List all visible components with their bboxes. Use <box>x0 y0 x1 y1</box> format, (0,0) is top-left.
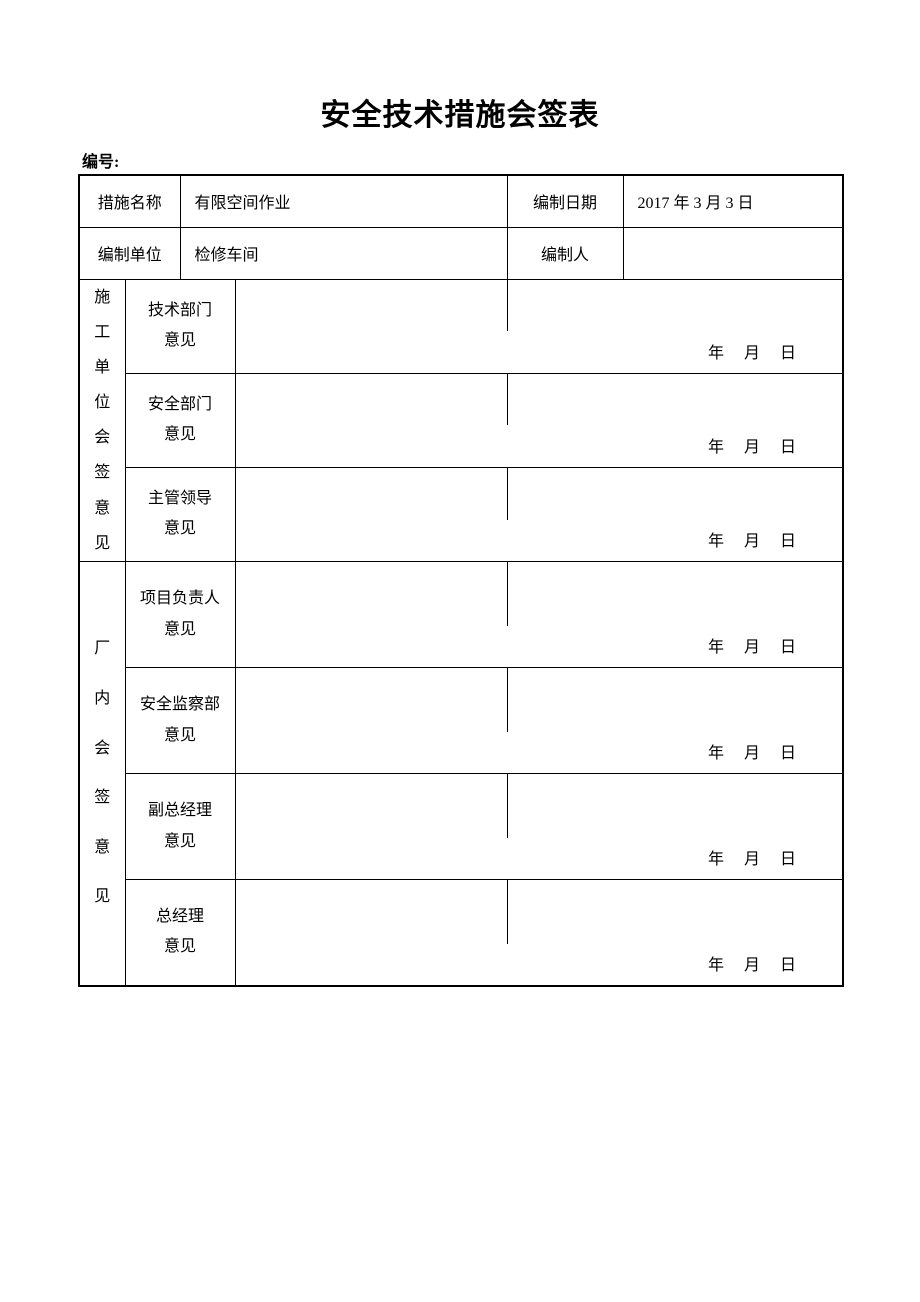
gm-signature-ext[interactable] <box>507 880 843 944</box>
table-row: 主管领导 意见 <box>79 467 843 519</box>
safety-supervision-signature-ext[interactable] <box>507 668 843 732</box>
safety-dept-signature-ext[interactable] <box>507 373 843 425</box>
table-row: 措施名称 有限空间作业 编制日期 2017 年 3 月 3 日 <box>79 175 843 227</box>
compile-date-value: 2017 年 3 月 3 日 <box>623 175 843 227</box>
compile-unit-value: 检修车间 <box>180 227 507 279</box>
supervisor-signature-ext[interactable] <box>507 467 843 519</box>
measure-name-label: 措施名称 <box>79 175 180 227</box>
gm-date[interactable]: 年 月 日 <box>235 944 843 986</box>
vice-gm-signature[interactable] <box>235 774 507 838</box>
table-row: 副总经理 意见 <box>79 774 843 838</box>
safety-dept-date[interactable]: 年 月 日 <box>235 425 843 467</box>
table-row: 安全部门 意见 <box>79 373 843 425</box>
table-row: 施 工 单 位 会 签 意 见 技术部门 意见 <box>79 279 843 331</box>
construction-unit-group-label: 施 工 单 位 会 签 意 见 <box>79 279 125 562</box>
supervisor-date[interactable]: 年 月 日 <box>235 520 843 562</box>
tech-dept-opinion-label: 技术部门 意见 <box>125 279 235 373</box>
author-label: 编制人 <box>507 227 623 279</box>
supervisor-opinion-label: 主管领导 意见 <box>125 467 235 561</box>
project-lead-opinion-label: 项目负责人 意见 <box>125 562 235 668</box>
signoff-table: 措施名称 有限空间作业 编制日期 2017 年 3 月 3 日 编制单位 检修车… <box>78 174 844 987</box>
supervisor-signature[interactable] <box>235 467 507 519</box>
gm-opinion-label: 总经理 意见 <box>125 880 235 986</box>
tech-dept-date[interactable]: 年 月 日 <box>235 331 843 373</box>
table-row: 厂 内 会 签 意 见 项目负责人 意见 <box>79 562 843 626</box>
vice-gm-date[interactable]: 年 月 日 <box>235 838 843 880</box>
measure-name-value: 有限空间作业 <box>180 175 507 227</box>
table-row: 编制单位 检修车间 编制人 <box>79 227 843 279</box>
tech-dept-signature-ext[interactable] <box>507 279 843 331</box>
safety-dept-signature[interactable] <box>235 373 507 425</box>
tech-dept-signature[interactable] <box>235 279 507 331</box>
safety-supervision-date[interactable]: 年 月 日 <box>235 732 843 774</box>
project-lead-signature-ext[interactable] <box>507 562 843 626</box>
project-lead-signature[interactable] <box>235 562 507 626</box>
compile-date-label: 编制日期 <box>507 175 623 227</box>
page-title: 安全技术措施会签表 <box>78 90 842 134</box>
safety-supervision-opinion-label: 安全监察部 意见 <box>125 668 235 774</box>
vice-gm-signature-ext[interactable] <box>507 774 843 838</box>
vice-gm-opinion-label: 副总经理 意见 <box>125 774 235 880</box>
gm-signature[interactable] <box>235 880 507 944</box>
serial-number-label: 编号: <box>78 148 842 172</box>
table-row: 总经理 意见 <box>79 880 843 944</box>
author-value <box>623 227 843 279</box>
compile-unit-label: 编制单位 <box>79 227 180 279</box>
factory-internal-group-label: 厂 内 会 签 意 见 <box>79 562 125 986</box>
safety-supervision-signature[interactable] <box>235 668 507 732</box>
safety-dept-opinion-label: 安全部门 意见 <box>125 373 235 467</box>
table-row: 安全监察部 意见 <box>79 668 843 732</box>
project-lead-date[interactable]: 年 月 日 <box>235 626 843 668</box>
